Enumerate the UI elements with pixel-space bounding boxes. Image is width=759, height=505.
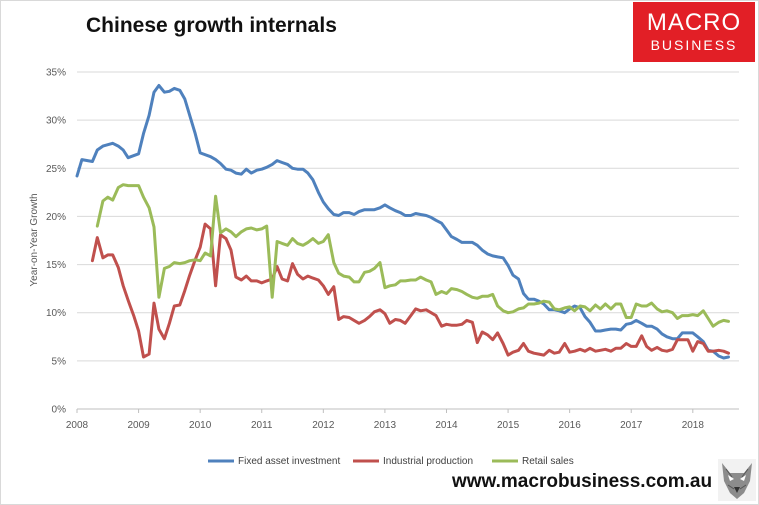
x-tick-label: 2017 (620, 420, 643, 431)
series-line-fixed-asset-investment (75, 84, 730, 360)
y-tick-label: 10% (46, 308, 66, 319)
legend-label-retail: Retail sales (522, 456, 574, 467)
legend-item-retail[interactable]: Retail sales (492, 456, 574, 467)
series-lines (75, 84, 730, 360)
y-tick-label: 25% (46, 164, 66, 175)
series-line-retail-sales (95, 183, 730, 328)
y-tick-label: 30% (46, 116, 66, 127)
x-tick-label: 2008 (66, 420, 89, 431)
logo-line1: MACRO (646, 9, 742, 36)
x-tick-label: 2010 (189, 420, 212, 431)
x-tick-label: 2012 (312, 420, 335, 431)
wolf-logo-icon (718, 459, 756, 501)
footer-url: www.macrobusiness.com.au (452, 471, 713, 492)
y-tick-label: 35% (46, 68, 66, 79)
series-line-industrial-production (90, 222, 730, 359)
x-tick-label: 2016 (559, 420, 582, 431)
x-tick-label: 2011 (251, 420, 273, 431)
gridlines (77, 71, 739, 362)
y-axis-label: Year-on-Year Growth (29, 193, 40, 286)
logo-line2: BUSINESS (650, 37, 738, 53)
legend-label-fixed-asset: Fixed asset investment (238, 456, 340, 467)
x-tick-label: 2014 (435, 420, 458, 431)
legend-item-fixed-asset[interactable]: Fixed asset investment (208, 456, 340, 467)
x-tick-label: 2009 (127, 420, 150, 431)
x-axis: 2008 2009 2010 2011 2012 2013 2014 2015 2016 2017… (66, 409, 704, 431)
y-axis: 0% 5% 10% 15% 20% 25% 30% 35% (46, 68, 66, 416)
macrobusiness-logo: MACRO BUSINESS (633, 2, 755, 62)
x-tick-label: 2018 (682, 420, 705, 431)
legend-item-industrial[interactable]: Industrial production (353, 456, 473, 467)
legend[interactable]: Fixed asset investment Industrial produc… (208, 456, 574, 467)
chart-title: Chinese growth internals (86, 14, 337, 37)
y-tick-label: 15% (46, 260, 66, 271)
x-tick-label: 2015 (497, 420, 520, 431)
y-tick-label: 5% (52, 356, 67, 367)
legend-label-industrial: Industrial production (383, 456, 473, 467)
x-tick-label: 2013 (374, 420, 397, 431)
y-tick-label: 20% (46, 212, 66, 223)
y-tick-label: 0% (52, 405, 67, 416)
